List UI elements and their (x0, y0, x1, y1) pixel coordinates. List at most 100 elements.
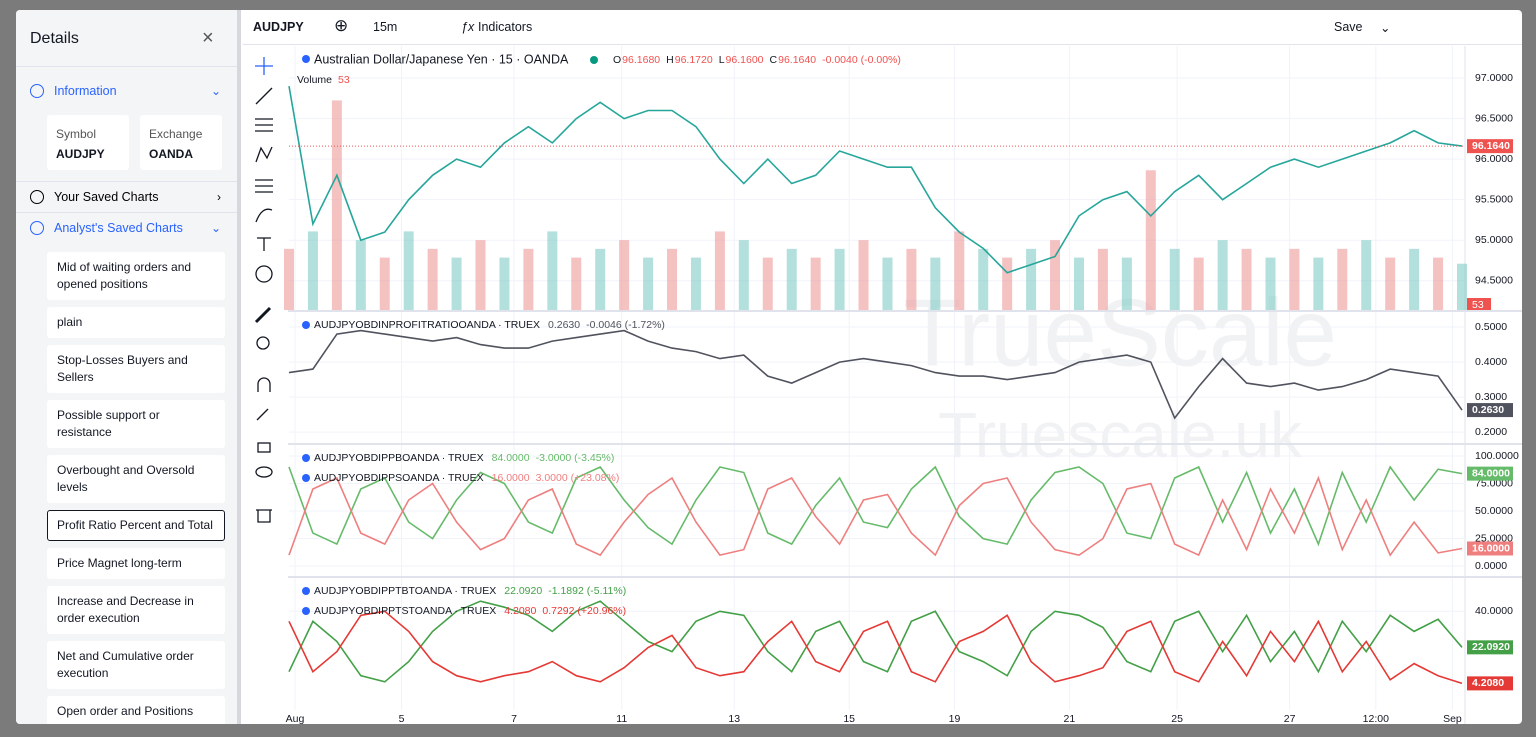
volume-bar (786, 248, 797, 310)
last-value-tag (1467, 466, 1513, 481)
volume-bar (427, 248, 438, 310)
chart-list-item[interactable]: Net and Cumulative order execution (47, 641, 225, 689)
y-tick-label: 95.0000 (1475, 234, 1513, 246)
x-tick-label: 13 (728, 713, 740, 725)
chart-list-item[interactable]: Price Magnet long-term (47, 548, 225, 579)
volume-bar (1169, 248, 1180, 310)
toolbar-symbol[interactable]: AUDJPY (253, 20, 304, 34)
chart-list-item[interactable]: Possible support or resistance (47, 400, 225, 448)
analyst-charts-label: Analyst's Saved Charts (54, 221, 183, 235)
x-tick-label: 27 (1284, 713, 1296, 725)
volume-bar (379, 257, 390, 310)
volume-bar (762, 257, 773, 310)
chart-list-item[interactable]: Stop-Losses Buyers and Sellers (47, 345, 225, 393)
save-menu[interactable]: ⌄ (1380, 21, 1391, 35)
volume-last: 53 (338, 74, 350, 86)
information-row[interactable]: Information ⌄ (16, 66, 237, 114)
last-value-tag (1467, 676, 1513, 691)
tool-pattern[interactable] (255, 146, 273, 163)
y-tick-label: 0.4000 (1475, 356, 1507, 368)
tool-forecast[interactable] (255, 179, 273, 193)
legend-icon (302, 55, 310, 63)
chart-list-item[interactable]: Mid of waiting orders and opened positio… (47, 252, 225, 300)
toolbar-indicators[interactable]: Indicators (478, 20, 533, 34)
tool-brush[interactable] (255, 208, 273, 223)
volume-bar (667, 248, 678, 310)
tool-line[interactable] (255, 87, 273, 105)
tool-magnet[interactable] (257, 377, 271, 392)
volume-bar (355, 240, 366, 310)
legend-name: AUDJPYOBDIPPTBTOANDA · TRUEX (314, 585, 496, 597)
volume-bar (1265, 257, 1276, 310)
chart-list-item[interactable]: Overbought and Oversold levels (47, 455, 225, 503)
chart-list-item[interactable]: Profit Ratio Percent and Total (47, 510, 225, 541)
watermark: Truescale.uk (938, 399, 1303, 471)
tool-zoom[interactable] (256, 336, 270, 350)
chart-list-item[interactable]: Open order and Positions (47, 696, 225, 724)
volume-bar (1361, 240, 1372, 310)
tool-emoji[interactable] (255, 265, 273, 283)
volume-bar (738, 240, 749, 310)
volume-bar (499, 257, 510, 310)
chart-list-item[interactable]: Increase and Decrease in order execution (47, 586, 225, 634)
tool-ruler[interactable] (254, 306, 272, 324)
toolbar-interval[interactable]: 15m (373, 20, 398, 34)
legend-name: AUDJPYOBDIPPTSTOANDA · TRUEX (314, 605, 496, 617)
y-tick-label: 100.0000 (1475, 450, 1519, 462)
saved-charts-row[interactable]: Your Saved Charts › (16, 181, 237, 212)
legend-name: AUDJPYOBDIPPBOANDA · TRUEX (314, 452, 484, 464)
last-value-tag (1467, 139, 1513, 154)
legend-icon (302, 587, 310, 595)
y-tick-label: 97.0000 (1475, 72, 1513, 84)
volume-bar (284, 248, 294, 310)
close-button[interactable]: × (202, 27, 214, 49)
legend-change: -1.1892 (-5.11%) (548, 585, 626, 597)
volume-bar (1050, 240, 1061, 310)
volume-bar (882, 257, 893, 310)
ohlc-value: 96.1640 (778, 54, 816, 66)
analyst-charts-row[interactable]: Analyst's Saved Charts ⌄ (16, 212, 237, 243)
last-value-text: 0.2630 (1472, 404, 1504, 416)
volume-bar (834, 248, 845, 310)
add-symbol[interactable]: ⊕ (334, 16, 349, 35)
chart-list-item[interactable]: plain (47, 307, 225, 338)
volume-bar (1433, 257, 1444, 310)
volume-bar (954, 231, 965, 310)
volume-bar (523, 248, 534, 310)
ohlc-key: O (613, 54, 621, 66)
tool-pencil[interactable] (256, 408, 269, 421)
legend-icon (302, 607, 310, 615)
volume-bar (1002, 257, 1013, 310)
legend-icon (302, 454, 310, 462)
legend-icon (302, 474, 310, 482)
last-value-tag (1467, 403, 1513, 418)
tool-eye[interactable] (255, 466, 273, 478)
sidebar-title: Details (30, 30, 79, 47)
volume-bar (1457, 263, 1467, 310)
volume-bar (906, 248, 917, 310)
x-tick-label: Aug (286, 713, 305, 725)
x-tick-label: 5 (399, 713, 405, 725)
fx-icon[interactable]: ƒx (461, 20, 475, 34)
information-label: Information (54, 83, 117, 98)
x-tick-label: Sep (1443, 713, 1462, 725)
y-tick-label: 96.5000 (1475, 112, 1513, 124)
legend-change: 0.7292 (+20.96%) (542, 605, 626, 617)
volume-bar (1337, 248, 1348, 310)
volume-bar (858, 240, 869, 310)
tool-fib[interactable] (255, 118, 273, 132)
x-tick-label: 12:00 (1363, 713, 1389, 725)
volume-bar (1241, 248, 1252, 310)
volume-label: Volume (297, 74, 332, 86)
tool-lock[interactable] (257, 442, 271, 453)
y-tick-label: 95.5000 (1475, 193, 1513, 205)
symbol-card: Symbol AUDJPY (47, 115, 129, 170)
volume-bar (1193, 257, 1204, 310)
tool-trash[interactable] (256, 509, 272, 523)
ohlc-change: -0.0040 (-0.00%) (822, 54, 901, 66)
last-value-tag (1467, 541, 1513, 556)
toolbar-save[interactable]: Save (1334, 20, 1363, 34)
tool-text[interactable] (257, 237, 271, 251)
